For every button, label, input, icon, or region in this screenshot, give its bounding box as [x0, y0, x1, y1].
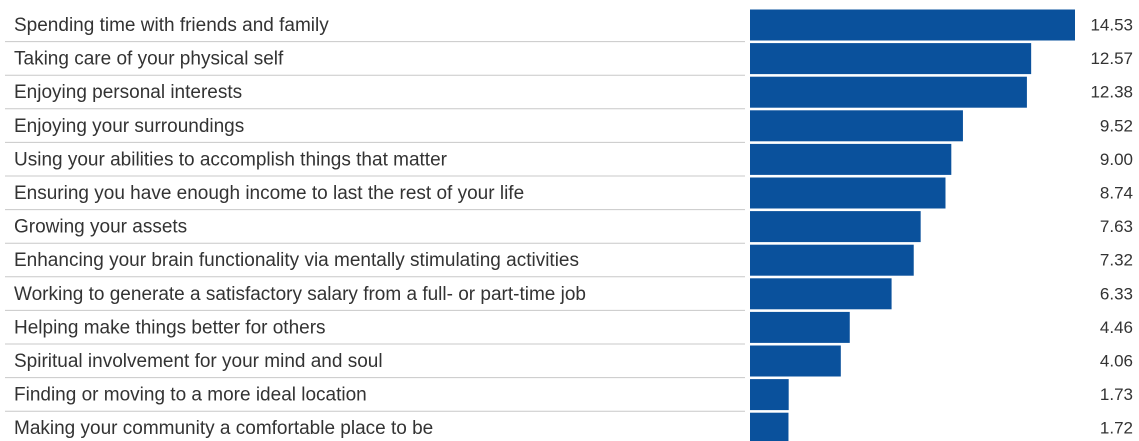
value-label: 9.52	[1100, 116, 1133, 135]
value-label: 1.73	[1100, 385, 1133, 404]
bar	[750, 9, 1075, 41]
value-label: 7.32	[1100, 251, 1133, 270]
value-label: 7.63	[1100, 217, 1133, 236]
category-label: Spending time with friends and family	[14, 15, 329, 36]
category-label: Spiritual involvement for your mind and …	[14, 351, 383, 372]
category-label: Enhancing your brain functionality via m…	[14, 250, 579, 271]
category-label: Helping make things better for others	[14, 317, 326, 338]
category-label: Enjoying personal interests	[14, 82, 242, 103]
category-label: Taking care of your physical self	[14, 49, 284, 70]
category-label: Using your abilities to accomplish thing…	[14, 149, 448, 170]
bar	[750, 177, 946, 209]
value-label: 14.53	[1090, 15, 1133, 34]
bar	[750, 211, 921, 243]
value-label: 9.00	[1100, 150, 1133, 169]
bar	[750, 76, 1027, 108]
value-label: 8.74	[1100, 183, 1133, 202]
bar	[750, 278, 892, 310]
bar	[750, 311, 850, 343]
value-label: 4.06	[1100, 351, 1133, 370]
value-label: 12.38	[1090, 83, 1133, 102]
category-label: Finding or moving to a more ideal locati…	[14, 385, 367, 406]
bar	[750, 43, 1032, 75]
bar	[750, 143, 952, 175]
category-label: Working to generate a satisfactory salar…	[14, 284, 586, 305]
value-label: 4.46	[1100, 318, 1133, 337]
value-label: 6.33	[1100, 284, 1133, 303]
bar	[750, 110, 963, 142]
bar	[750, 244, 914, 276]
category-label: Ensuring you have enough income to last …	[14, 183, 524, 204]
bar	[750, 379, 789, 411]
category-label: Growing your assets	[14, 217, 187, 238]
bar	[750, 345, 841, 377]
category-label: Making your community a comfortable plac…	[14, 418, 433, 439]
value-label: 1.72	[1100, 419, 1133, 438]
value-label: 12.57	[1090, 49, 1133, 68]
bar	[750, 412, 789, 441]
category-label: Enjoying your surroundings	[14, 116, 244, 137]
